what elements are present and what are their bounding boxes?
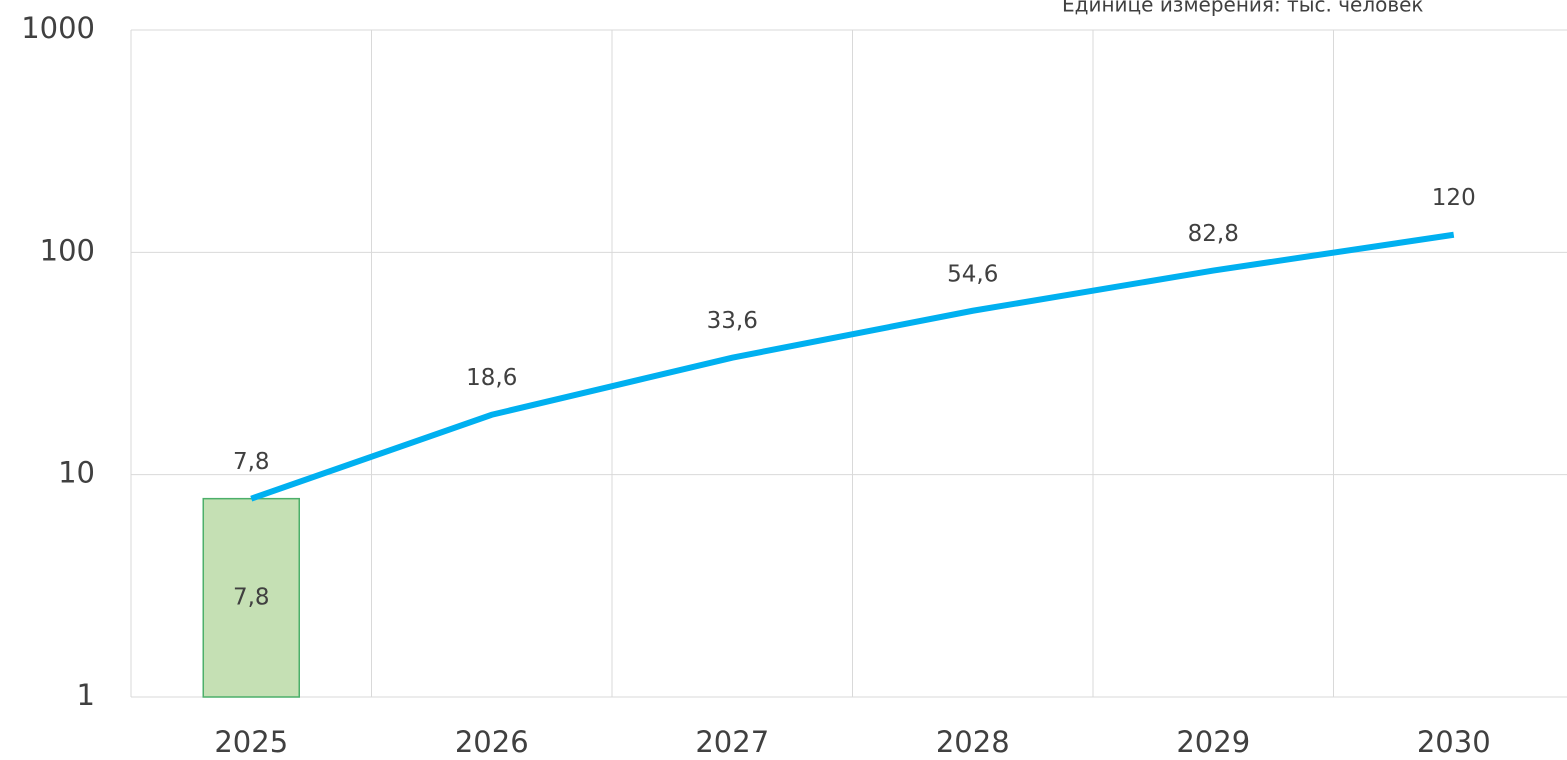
x-tick-label: 2027	[695, 725, 769, 759]
line-data-label: 120	[1432, 185, 1476, 211]
x-tick-label: 2028	[936, 725, 1010, 759]
x-tick-label: 2030	[1417, 725, 1491, 759]
y-tick-label: 100	[40, 233, 95, 267]
line-data-label: 82,8	[1188, 221, 1239, 247]
line-data-label: 33,6	[707, 308, 758, 334]
x-tick-label: 2025	[214, 725, 288, 759]
y-tick-label: 10	[58, 456, 95, 490]
line-data-label: 7,8	[233, 449, 270, 475]
line	[250, 231, 1455, 502]
unit-note: Единице измерения: тыс. человек	[1062, 0, 1424, 17]
x-tick-label: 2029	[1176, 725, 1250, 759]
line-data-label: 54,6	[947, 261, 998, 287]
x-tick-label: 2026	[455, 725, 529, 759]
bar-data-label: 7,8	[233, 584, 270, 610]
y-tick-label: 1	[77, 678, 95, 712]
y-tick-label: 1000	[21, 11, 95, 45]
line-data-label: 18,6	[466, 365, 517, 391]
